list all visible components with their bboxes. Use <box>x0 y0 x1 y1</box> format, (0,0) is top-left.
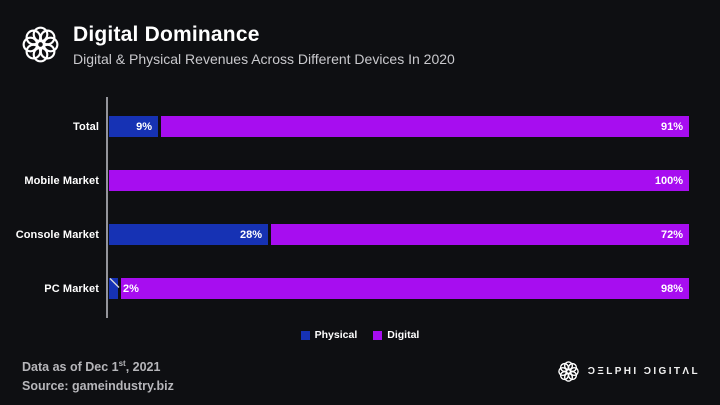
page-title: Digital Dominance <box>73 23 260 46</box>
legend-item-physical: Physical <box>300 329 358 341</box>
bar-segment-physical: 9% <box>109 116 158 137</box>
digital-value-label: 98% <box>660 282 683 295</box>
bar-segment-digital: 91% <box>161 116 689 137</box>
digital-swatch <box>373 330 383 340</box>
category-label: Console Market <box>15 228 99 241</box>
y-axis-line <box>106 97 108 318</box>
header: Digital Dominance Digital & Physical Rev… <box>22 23 455 67</box>
source-note: Source: gameindustry.biz <box>22 378 174 393</box>
category-label: Total <box>73 120 99 133</box>
brand-lockup: ƆΞLPHI ƆIGITΛL <box>557 361 700 382</box>
leader-line <box>109 278 120 288</box>
physical-value-label: 9% <box>136 120 152 133</box>
title-block: Digital Dominance Digital & Physical Rev… <box>73 23 455 67</box>
category-label: Mobile Market <box>24 174 99 187</box>
bar-segment-digital: 98% <box>121 278 689 299</box>
bar-segment-physical <box>109 278 118 299</box>
category-label: PC Market <box>44 282 99 295</box>
footer-notes: Data as of Dec 1st, 2021 Source: gameind… <box>22 355 174 395</box>
data-as-of-note: Data as of Dec 1st, 2021 <box>22 359 161 375</box>
legend: Physical Digital <box>0 328 720 342</box>
physical-value-label: 2% <box>123 282 139 295</box>
page-subtitle: Digital & Physical Revenues Across Diffe… <box>73 51 455 67</box>
physical-swatch <box>300 330 310 340</box>
digital-value-label: 72% <box>660 228 683 241</box>
delphi-logo-icon <box>557 361 579 382</box>
bar-segment-physical: 28% <box>109 224 268 245</box>
bar-segment-digital: 72% <box>271 224 689 245</box>
delphi-wordmark: ƆΞLPHI ƆIGITΛL <box>587 366 700 377</box>
digital-value-label: 100% <box>654 174 683 187</box>
legend-item-digital: Digital <box>373 329 419 341</box>
legend-label-digital: Digital <box>387 329 420 341</box>
knot-logo-icon <box>22 26 59 63</box>
bar-segment-digital: 100% <box>109 170 689 191</box>
digital-value-label: 91% <box>660 120 683 133</box>
physical-value-label: 28% <box>239 228 262 241</box>
legend-label-physical: Physical <box>314 329 358 341</box>
